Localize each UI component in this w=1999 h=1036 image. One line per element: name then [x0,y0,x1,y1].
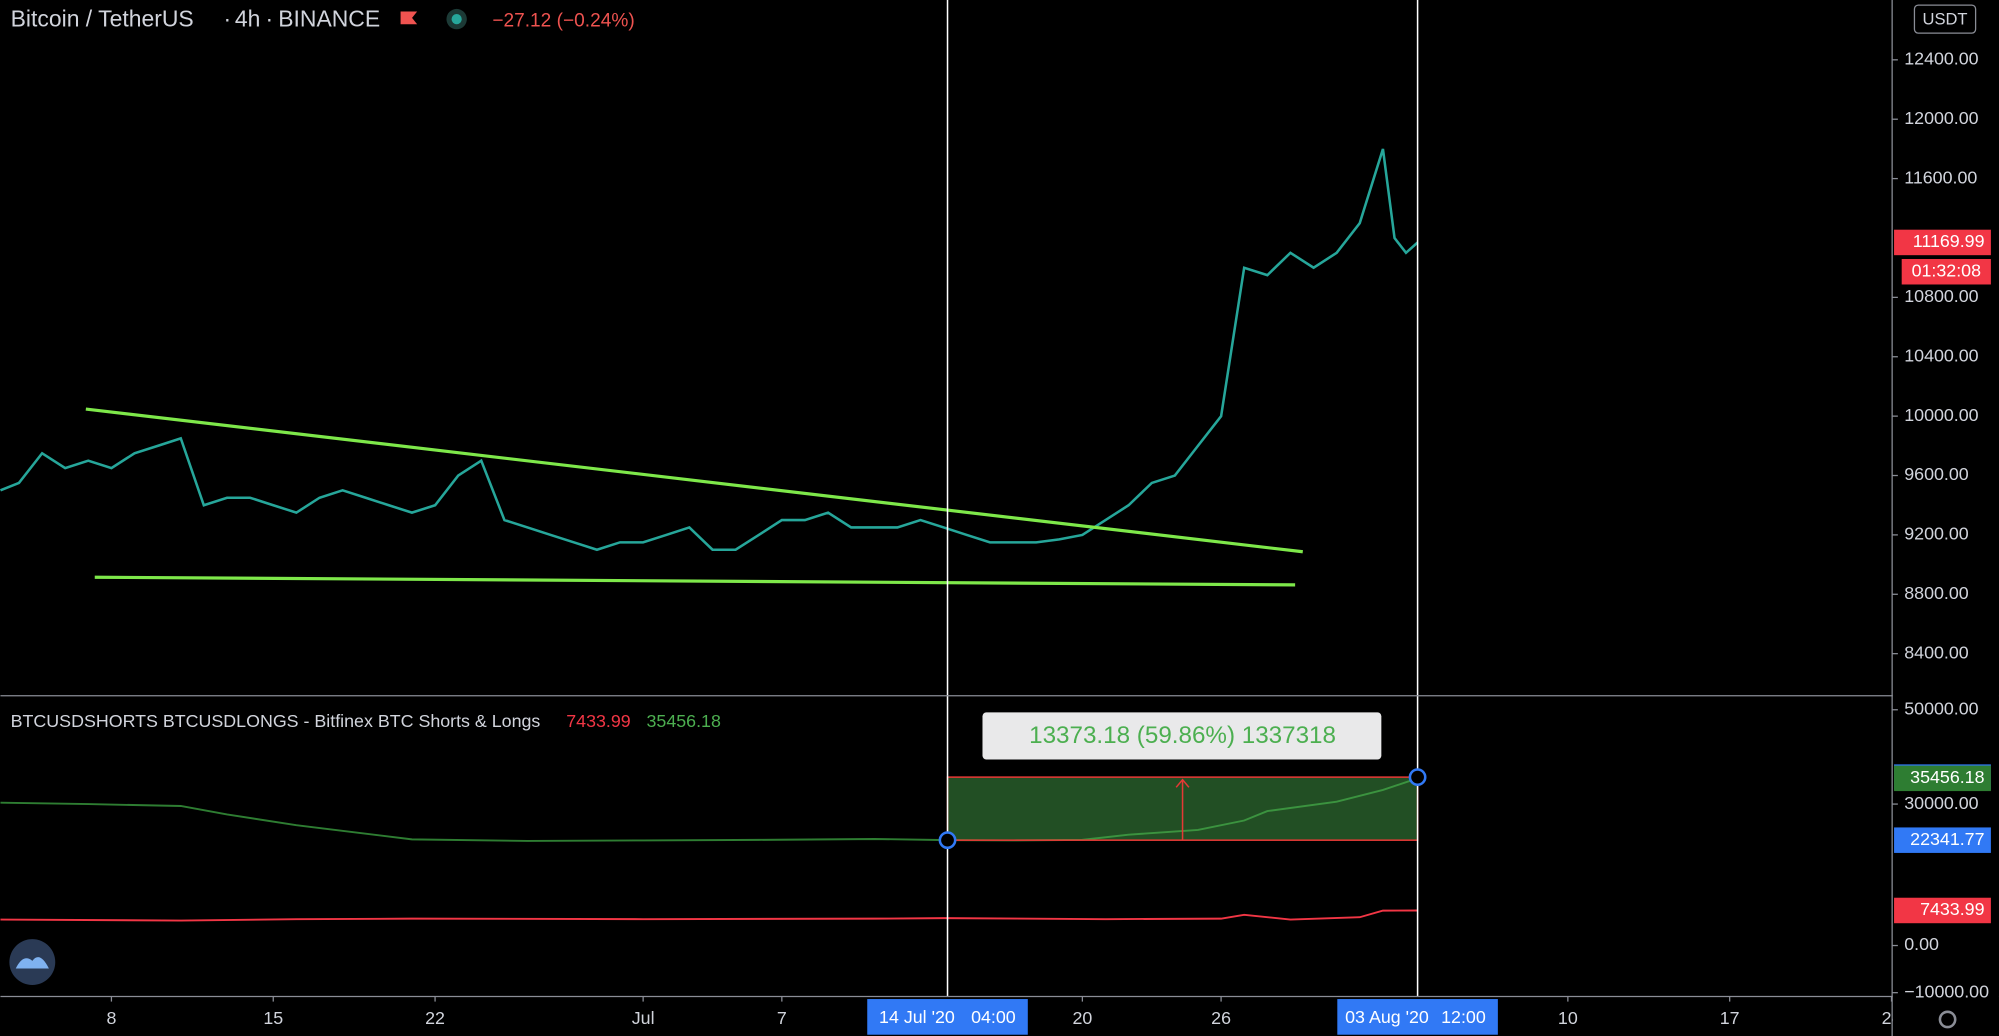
measure-handle[interactable] [938,831,957,850]
y-tick-label: 8800.00 [1904,583,1969,603]
series-line [0,777,1418,842]
y-tick-label: −10000.00 [1904,981,1989,1001]
header-dot: · [223,5,231,31]
header-dot: · [266,5,274,31]
y-tick-label: 30000.00 [1904,793,1978,813]
y-tick-label: 10400.00 [1904,345,1978,365]
flag-icon[interactable] [400,11,418,25]
measure-label-box [982,712,1382,760]
time-marker-time: 04:00 [971,1007,1016,1027]
axis-value-box [1894,765,1991,792]
x-tick-label: 15 [263,1008,283,1028]
y-tick-label: 10800.00 [1904,286,1978,306]
y-tick-label: 0.00 [1904,934,1939,954]
series-line [0,148,1419,552]
axis-value-label: 35456.18 [1910,767,1984,787]
y-tick-label: 9200.00 [1904,524,1969,544]
x-tick-label: 8 [106,1008,116,1028]
measure-arrowhead [1175,778,1190,788]
time-marker-date: 03 Aug '20 [1345,1007,1429,1027]
x-tick-label: 7 [777,1008,787,1028]
countdown-box [1901,259,1991,285]
header-exchange[interactable]: BINANCE [278,5,380,31]
indicator-value: 7433.99 [566,711,631,731]
status-dot [451,14,462,25]
overlays: 13373.18 (59.86%) 1337318 BTCUSDSHORTS BT… [11,0,1427,997]
currency-box[interactable] [1913,4,1977,34]
y-tick-label: 10000.00 [1904,405,1978,425]
measure-label: 13373.18 (59.86%) 1337318 [1029,722,1336,749]
axis-value-box [1894,229,1991,256]
axis-value-label: 7433.99 [1920,899,1985,919]
axis-value-box [1894,897,1991,924]
time-marker-date: 14 Jul '20 [879,1007,955,1027]
panes: 81522Jul72026101724 [0,148,1901,1028]
y-tick-label: 50000.00 [1904,698,1978,718]
axes: 8400.00 8800.00 9200.00 9600.00 10000.00 1040… [867,49,1991,1035]
countdown-label: 01:32:08 [1912,260,1981,280]
x-tick-label: 22 [425,1008,445,1028]
trend-line[interactable] [94,575,1296,587]
series-line [0,909,1418,922]
y-tick-label: 12400.00 [1904,49,1978,69]
header-interval[interactable]: 4h [235,5,261,31]
time-marker-time: 12:00 [1441,1007,1486,1027]
x-tick-label: 10 [1558,1008,1578,1028]
header-change: −27.12 (−0.24%) [492,11,634,32]
x-tick-label: 17 [1720,1008,1740,1028]
axis-value-label: 11169.99 [1913,231,1985,251]
y-tick-label: 11600.00 [1904,167,1977,187]
axis-value-box [1894,827,1991,853]
x-tick-label: 20 [1072,1008,1092,1028]
price-axis-panel [1892,0,1999,1036]
x-tick-label: Jul [632,1008,655,1028]
axis-value-label: 22341.77 [1910,829,1984,849]
time-marker-box [1337,999,1498,1035]
y-tick-label: 12000.00 [1904,108,1978,128]
measure-handle[interactable] [1408,768,1427,787]
header-symbol[interactable]: Bitcoin / TetherUS [11,5,194,31]
y-tick-label: 8400.00 [1904,642,1969,662]
currency-label: USDT [1923,10,1968,29]
y-tick-label: 9600.00 [1904,464,1969,484]
settings-icon[interactable] [1938,1010,1957,1029]
indicator-value: 35456.18 [647,711,721,731]
time-marker-box [867,999,1028,1035]
trend-line[interactable] [85,407,1303,554]
x-tick-label: 26 [1211,1008,1231,1028]
indicator-title[interactable]: BTCUSDSHORTS BTCUSDLONGS - Bitfinex BTC … [11,711,541,731]
logo-icon [15,957,49,969]
